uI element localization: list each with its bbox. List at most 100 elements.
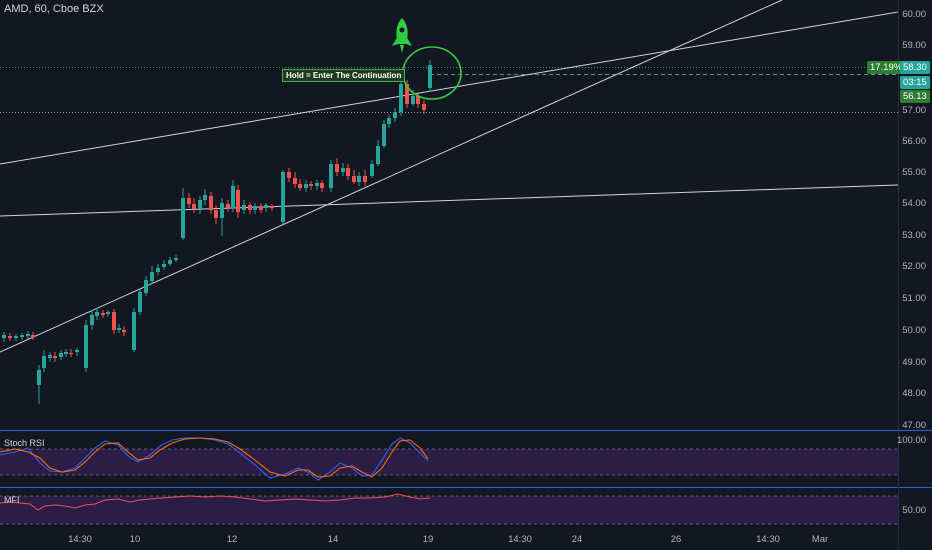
candle-body[interactable] bbox=[95, 312, 99, 316]
candle-body[interactable] bbox=[106, 312, 110, 314]
candle-body[interactable] bbox=[352, 176, 356, 182]
time-axis-label: 26 bbox=[670, 534, 682, 545]
candle-body[interactable] bbox=[281, 172, 285, 222]
candle-body[interactable] bbox=[248, 205, 252, 210]
price-axis-label: 57.00 bbox=[902, 105, 926, 116]
candle-body[interactable] bbox=[162, 264, 166, 267]
candle-body[interactable] bbox=[156, 268, 160, 272]
candle-body[interactable] bbox=[405, 84, 409, 104]
candle-body[interactable] bbox=[112, 312, 116, 330]
stoch-rsi-title[interactable]: Stoch RSI bbox=[4, 438, 45, 448]
candle-body[interactable] bbox=[214, 210, 218, 218]
candle-body[interactable] bbox=[315, 183, 319, 186]
candle-body[interactable] bbox=[298, 184, 302, 188]
candle-body[interactable] bbox=[48, 355, 52, 358]
candle-body[interactable] bbox=[37, 370, 41, 385]
candle-body[interactable] bbox=[101, 313, 105, 315]
candle-body[interactable] bbox=[329, 164, 333, 188]
candle-body[interactable] bbox=[416, 96, 420, 104]
candle-body[interactable] bbox=[287, 172, 291, 178]
candle-body[interactable] bbox=[242, 205, 246, 210]
candle-body[interactable] bbox=[231, 186, 235, 208]
trend-line[interactable] bbox=[0, 11, 899, 165]
candle-body[interactable] bbox=[64, 352, 68, 354]
candle-body[interactable] bbox=[20, 335, 24, 337]
mfi-line bbox=[0, 493, 431, 511]
candle-body[interactable] bbox=[422, 104, 426, 110]
candle-body[interactable] bbox=[198, 200, 202, 209]
trend-line[interactable] bbox=[0, 0, 783, 353]
mfi-scale-label: 50.00 bbox=[902, 505, 926, 516]
candle-body[interactable] bbox=[341, 168, 345, 172]
candle-body[interactable] bbox=[53, 356, 57, 358]
candle-body[interactable] bbox=[399, 84, 403, 112]
candle-body[interactable] bbox=[75, 350, 79, 352]
candle-body[interactable] bbox=[411, 96, 415, 104]
candle-body[interactable] bbox=[309, 184, 313, 186]
time-axis-label: 19 bbox=[422, 534, 434, 545]
candle-body[interactable] bbox=[31, 335, 35, 337]
candle-body[interactable] bbox=[357, 176, 361, 182]
candle-body[interactable] bbox=[264, 205, 268, 208]
candle-body[interactable] bbox=[393, 112, 397, 118]
candle-body[interactable] bbox=[335, 164, 339, 172]
candle-body[interactable] bbox=[236, 190, 240, 212]
mfi-title[interactable]: MFI bbox=[4, 495, 20, 505]
candle-body[interactable] bbox=[382, 124, 386, 146]
candle-body[interactable] bbox=[270, 206, 274, 208]
candle-body[interactable] bbox=[174, 258, 178, 260]
candle-body[interactable] bbox=[181, 198, 185, 238]
time-axis-label: 10 bbox=[129, 534, 141, 545]
candle-body[interactable] bbox=[187, 198, 191, 204]
stoch-k-line bbox=[0, 437, 429, 481]
annotation-callout[interactable]: Hold = Enter The Continuation bbox=[282, 69, 406, 82]
candle-body[interactable] bbox=[304, 184, 308, 188]
candle-body[interactable] bbox=[259, 206, 263, 210]
candle-body[interactable] bbox=[122, 330, 126, 332]
candle-body[interactable] bbox=[144, 280, 148, 293]
countdown-badge: 03:15 bbox=[900, 76, 930, 89]
candle-body[interactable] bbox=[363, 176, 367, 182]
symbol-title[interactable]: AMD, 60, Cboe BZX bbox=[4, 3, 104, 15]
candle-body[interactable] bbox=[376, 146, 380, 164]
candle-body[interactable] bbox=[90, 315, 94, 325]
candle-body[interactable] bbox=[320, 183, 324, 188]
candle-body[interactable] bbox=[26, 334, 30, 336]
rocket-icon[interactable] bbox=[387, 16, 417, 56]
candle-body[interactable] bbox=[150, 272, 154, 281]
main-pane[interactable] bbox=[0, 0, 898, 430]
price-axis-label: 48.00 bbox=[902, 388, 926, 399]
candle-body[interactable] bbox=[117, 328, 121, 330]
candle-body[interactable] bbox=[2, 335, 6, 338]
candle-body[interactable] bbox=[370, 164, 374, 176]
price-axis-label: 52.00 bbox=[902, 261, 926, 272]
candle-body[interactable] bbox=[138, 292, 142, 312]
candle-body[interactable] bbox=[168, 260, 172, 264]
candlestick-series[interactable] bbox=[2, 60, 432, 404]
candle-body[interactable] bbox=[42, 356, 46, 368]
candle-body[interactable] bbox=[209, 196, 213, 210]
candle-body[interactable] bbox=[226, 204, 230, 208]
candle-body[interactable] bbox=[203, 195, 207, 200]
candle-body[interactable] bbox=[253, 206, 257, 210]
candle-body[interactable] bbox=[8, 336, 12, 338]
time-axis-label: 24 bbox=[571, 534, 583, 545]
price-axis-label: 50.00 bbox=[902, 325, 926, 336]
percent-change-badge: 17.19% bbox=[867, 61, 906, 74]
candle-body[interactable] bbox=[428, 65, 432, 88]
candle-body[interactable] bbox=[192, 204, 196, 209]
candle-body[interactable] bbox=[346, 168, 350, 176]
candle-body[interactable] bbox=[59, 353, 63, 357]
trend-line[interactable] bbox=[0, 184, 899, 217]
candle-body[interactable] bbox=[84, 325, 88, 368]
candle-body[interactable] bbox=[293, 178, 297, 184]
stoch-rsi-band bbox=[0, 449, 898, 475]
candle-body[interactable] bbox=[14, 336, 18, 338]
candle-body[interactable] bbox=[220, 203, 224, 218]
candle-body[interactable] bbox=[69, 353, 73, 354]
price-axis-label: 55.00 bbox=[902, 167, 926, 178]
candle-body[interactable] bbox=[387, 118, 391, 124]
time-axis-label: Mar bbox=[811, 534, 829, 545]
candle-body[interactable] bbox=[132, 312, 136, 350]
